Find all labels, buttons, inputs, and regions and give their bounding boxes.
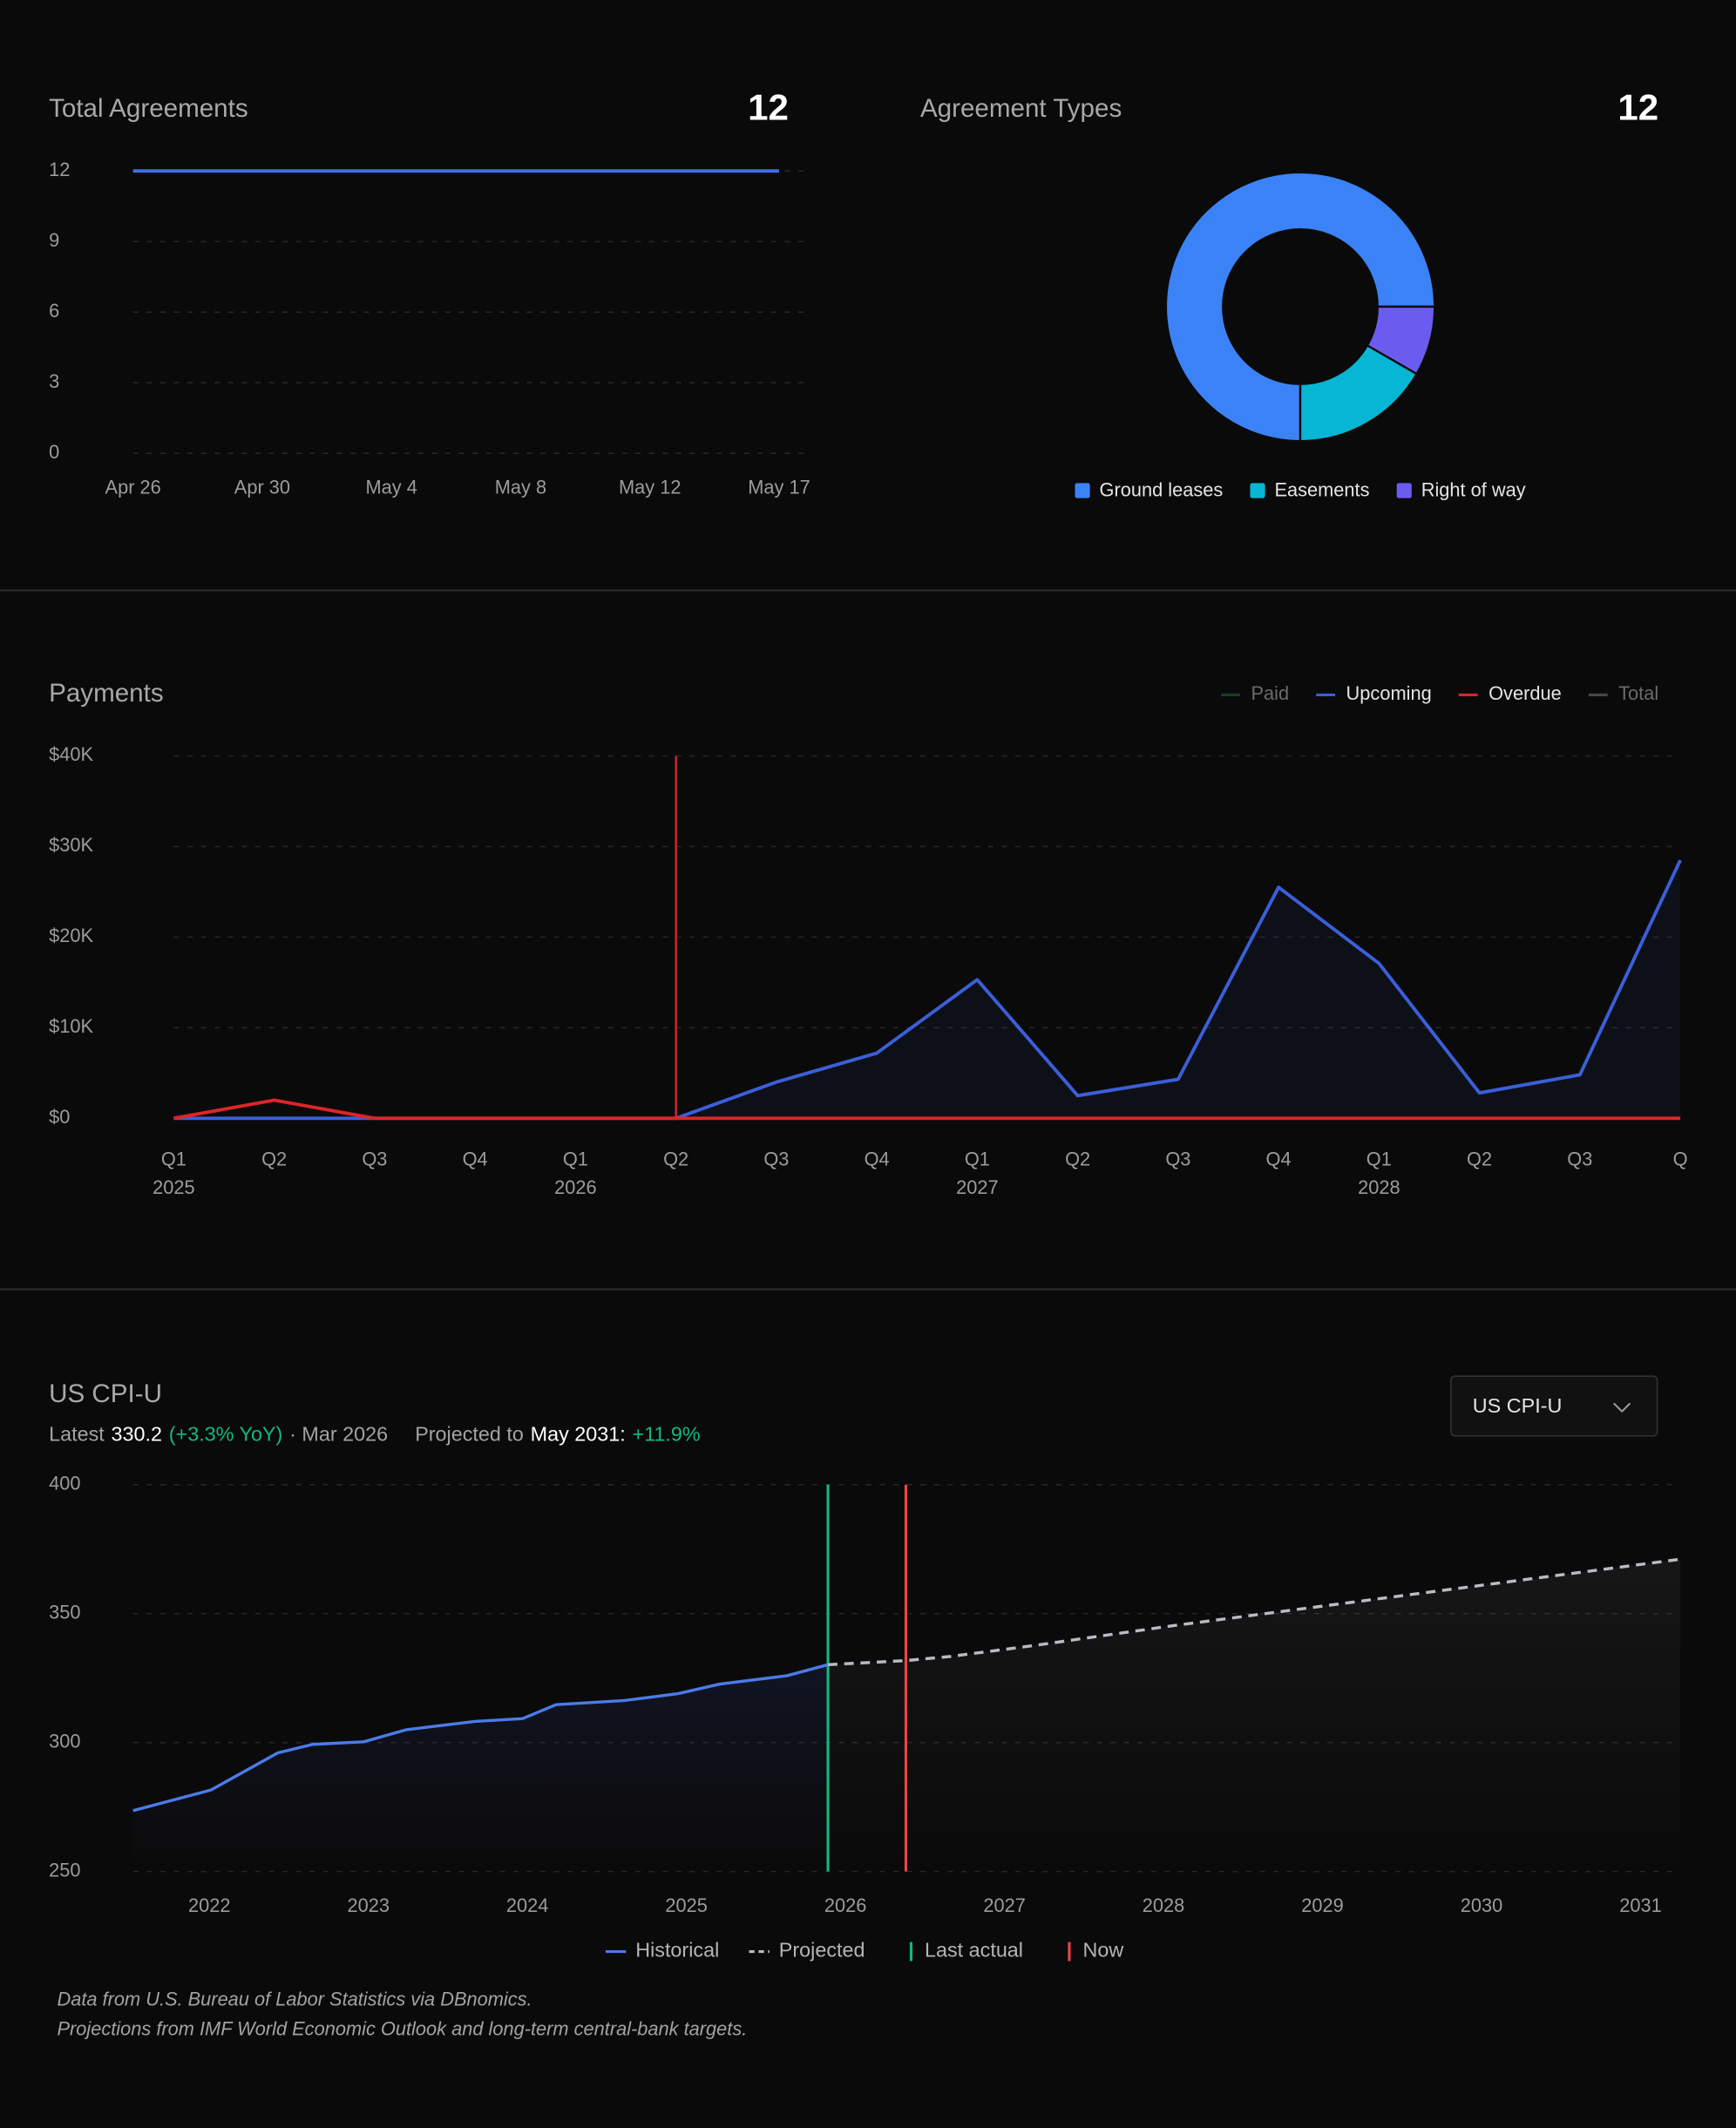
- y-tick-label: 9: [49, 229, 59, 251]
- x-tick-label: May 17: [748, 476, 810, 498]
- x-tick-label: 2028: [1143, 1894, 1185, 1916]
- legend: Historical Projected Last actual Now: [605, 1939, 1124, 1962]
- line: [132, 1663, 829, 1813]
- dropdown-box[interactable]: [1450, 1375, 1658, 1437]
- total-value: 12: [748, 86, 789, 127]
- x-group-label: 2026: [554, 1176, 597, 1198]
- x-tick-label: May 12: [619, 476, 681, 498]
- subtitle-part: 330.2: [112, 1423, 162, 1446]
- legend-label: Easements: [1274, 479, 1369, 501]
- x-tick-label: 2031: [1619, 1894, 1662, 1916]
- x-tick-label: May 4: [366, 476, 417, 498]
- legend-label: Total: [1618, 682, 1658, 704]
- chart-title: Payments: [49, 679, 164, 708]
- y-tick-label: 400: [49, 1473, 80, 1494]
- x-tick-label: Q4: [1266, 1148, 1292, 1169]
- y-tick-label: $20K: [49, 925, 93, 946]
- y-tick-label: 12: [49, 159, 70, 180]
- subtitle-part: +11.9%: [633, 1423, 701, 1446]
- area: [173, 860, 1681, 1119]
- y-tick-label: 250: [49, 1859, 80, 1881]
- x-tick-label: Q1: [1366, 1148, 1392, 1169]
- y-tick-label: 6: [49, 300, 59, 322]
- x-tick-label: 2024: [506, 1894, 549, 1916]
- x-tick-label: Q2: [261, 1148, 287, 1169]
- x-tick-label: Apr 30: [234, 476, 290, 498]
- legend: Ground leases Easements Right of way: [1075, 479, 1526, 501]
- x-tick-label: Q3: [1567, 1148, 1592, 1169]
- subtitle: Latest 330.2 (+3.3% YoY) · Mar 2026 Projecte…: [49, 1423, 701, 1446]
- x-tick-label: Q2: [1467, 1148, 1492, 1169]
- x-tick-label: Q1: [563, 1148, 588, 1169]
- x-tick-label: Q3: [1165, 1148, 1190, 1169]
- area: [828, 1559, 1681, 1872]
- legend-label: Historical: [635, 1939, 719, 1962]
- y-tick-label: 350: [49, 1602, 80, 1623]
- x-tick-label: Q2: [663, 1148, 688, 1169]
- x-tick-label: Q4: [865, 1148, 890, 1169]
- y-tick-label: $30K: [49, 834, 93, 856]
- x-tick-label: Q1: [161, 1148, 186, 1169]
- x-tick-label: May 8: [495, 476, 546, 498]
- subtitle-part: (+3.3% YoY): [169, 1423, 283, 1446]
- x-tick-label: Q2: [1065, 1148, 1090, 1169]
- x-tick-label: 2025: [665, 1894, 708, 1916]
- y-tick-label: $40K: [49, 743, 93, 765]
- chart-title: Agreement Types: [920, 94, 1122, 123]
- x-tick-label: 2027: [983, 1894, 1026, 1916]
- subtitle-part: Projected to: [415, 1423, 524, 1446]
- footnote: Data from U.S. Bureau of Labor Statistic…: [57, 1988, 532, 2009]
- x-tick-label: Q1: [965, 1148, 990, 1169]
- y-tick-label: $10K: [49, 1015, 93, 1037]
- x-tick-label: Q: [1673, 1148, 1688, 1169]
- legend-swatch: [1250, 483, 1265, 498]
- x-group-label: 2027: [956, 1176, 999, 1198]
- legend-label: Upcoming: [1346, 682, 1432, 704]
- dropdown[interactable]: US CPI-U: [1450, 1375, 1658, 1437]
- x-group-label: 2028: [1358, 1176, 1400, 1198]
- y-tick-label: 3: [49, 370, 59, 392]
- chart-title: Total Agreements: [49, 94, 248, 123]
- area: [132, 1664, 829, 1872]
- x-tick-label: 2030: [1461, 1894, 1503, 1916]
- subtitle-part: May 2031:: [531, 1423, 626, 1446]
- legend-label: Now: [1083, 1939, 1124, 1962]
- legend-swatch: [1075, 483, 1090, 498]
- legend-swatch: [1396, 483, 1412, 498]
- chart-title: US CPI-U: [49, 1379, 162, 1408]
- legend-label: Overdue: [1488, 682, 1562, 704]
- y-tick-label: 300: [49, 1730, 80, 1752]
- legend-label: Ground leases: [1100, 479, 1224, 501]
- subtitle-part: Latest: [49, 1423, 105, 1446]
- donut-slice: [1366, 305, 1436, 376]
- x-tick-label: Q3: [763, 1148, 789, 1169]
- footnote: Projections from IMF World Economic Outl…: [57, 2018, 747, 2040]
- donut-slice: [1164, 171, 1436, 443]
- legend-label: Last actual: [925, 1939, 1023, 1962]
- y-tick-label: 0: [49, 441, 59, 463]
- x-tick-label: 2023: [347, 1894, 389, 1916]
- legend-label: Paid: [1251, 682, 1290, 704]
- x-tick-label: 2022: [188, 1894, 231, 1916]
- x-tick-label: Apr 26: [105, 476, 161, 498]
- legend-label: Projected: [779, 1939, 865, 1962]
- line: [173, 1098, 1681, 1121]
- x-tick-label: 2029: [1301, 1894, 1343, 1916]
- y-tick-label: $0: [49, 1106, 70, 1128]
- line: [827, 1557, 1681, 1667]
- x-group-label: 2025: [153, 1176, 195, 1198]
- x-tick-label: Q4: [463, 1148, 488, 1169]
- total-value: 12: [1617, 86, 1658, 127]
- x-tick-label: 2026: [824, 1894, 867, 1916]
- x-tick-label: Q3: [362, 1148, 387, 1169]
- dropdown-label[interactable]: US CPI-U: [1473, 1394, 1563, 1417]
- chevron[interactable]: [1613, 1402, 1631, 1413]
- subtitle-part: · Mar 2026: [289, 1423, 388, 1446]
- legend-label: Right of way: [1421, 479, 1526, 501]
